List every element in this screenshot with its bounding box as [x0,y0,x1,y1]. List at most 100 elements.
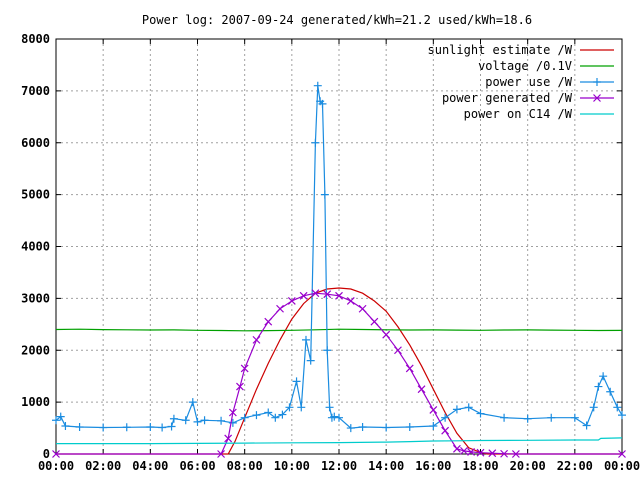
legend-marker [593,78,601,86]
series-2 [52,81,626,433]
x-tick-label: 16:00 [415,459,451,473]
chart-title: Power log: 2007-09-24 generated/kWh=21.2… [142,13,532,27]
data-point [75,423,84,432]
data-point [613,403,622,412]
x-tick-label: 06:00 [179,459,215,473]
data-point [236,382,244,391]
x-tick-label: 00:00 [604,459,640,473]
data-point [193,417,202,426]
data-point [306,356,315,365]
y-tick-label: 7000 [21,84,50,98]
grid [56,39,622,454]
data-point [330,412,339,421]
data-point [570,413,579,422]
y-tick-label: 0 [43,447,50,461]
legend-entry: power generated /W [442,91,614,105]
x-tick-label: 08:00 [227,459,263,473]
data-point [252,335,261,344]
data-point [346,424,355,433]
x-tick-label: 20:00 [510,459,546,473]
x-tick-label: 04:00 [132,459,168,473]
series-line [56,437,623,445]
data-point [476,448,485,457]
data-point [323,290,332,299]
data-point [417,385,426,394]
y-tick-label: 1000 [21,395,50,409]
data-point [476,409,485,418]
x-tick-label: 10:00 [274,459,310,473]
series-line [55,328,623,332]
data-point [358,304,367,313]
legend-label: voltage /0.1V [478,59,572,73]
data-point [228,418,237,427]
data-point [217,416,226,425]
data-point [488,449,497,458]
data-point [358,423,367,432]
data-point [325,403,334,412]
data-point [301,335,310,344]
data-point [217,450,226,458]
data-point [346,297,355,305]
data-point [297,403,306,412]
y-tick-label: 6000 [21,136,50,150]
data-point [158,423,167,432]
data-point [511,450,520,458]
data-point [618,450,626,458]
data-point [264,408,273,417]
data-point [441,426,450,435]
data-point [382,330,391,339]
data-point [335,291,343,300]
data-point [240,413,249,422]
axes: 0 1000 2000 3000 4000 5000 6000 7000 8000 00:00 02… [21,32,640,473]
data-point [429,405,438,414]
data-point [464,403,473,412]
series-line [56,287,622,455]
data-point [500,449,509,458]
data-point [441,413,450,422]
data-point [167,422,176,431]
legend-entry: sunlight estimate /W [428,43,614,57]
data-point [146,423,155,432]
data-point [594,382,603,391]
legend-entry: power on C14 /W [464,107,614,121]
y-tick-label: 8000 [21,32,50,46]
data-point [318,99,327,108]
x-tick-label: 18:00 [462,459,498,473]
x-tick-label: 22:00 [557,459,593,473]
data-point [313,81,322,90]
y-tick-label: 4000 [21,240,50,254]
data-point [276,304,284,313]
series-lines [52,81,626,458]
data-point [99,423,108,432]
data-point [589,403,598,412]
data-point [405,423,414,432]
data-point [264,317,273,326]
legend-marker [593,94,601,102]
data-point [61,421,70,430]
series-line [55,85,623,429]
data-point [292,377,301,386]
data-point [122,423,131,432]
data-point [311,138,320,147]
data-point [547,413,556,422]
data-point [299,291,308,300]
data-point [252,411,261,420]
legend-entry: voltage /0.1V [478,59,614,73]
data-point [240,364,249,373]
data-point [320,190,329,199]
data-point [394,346,402,355]
data-point [599,372,608,381]
data-point [311,289,320,298]
data-point [278,410,287,419]
x-tick-label: 02:00 [85,459,121,473]
legend-entry: power use /W [485,75,614,89]
data-point [285,403,294,412]
series-3 [52,289,626,458]
series-0 [56,287,622,455]
x-tick-label: 12:00 [321,459,357,473]
data-point [228,408,237,417]
data-point [452,444,461,453]
data-point [460,446,468,455]
y-tick-label: 2000 [21,343,50,357]
data-point [523,414,532,423]
